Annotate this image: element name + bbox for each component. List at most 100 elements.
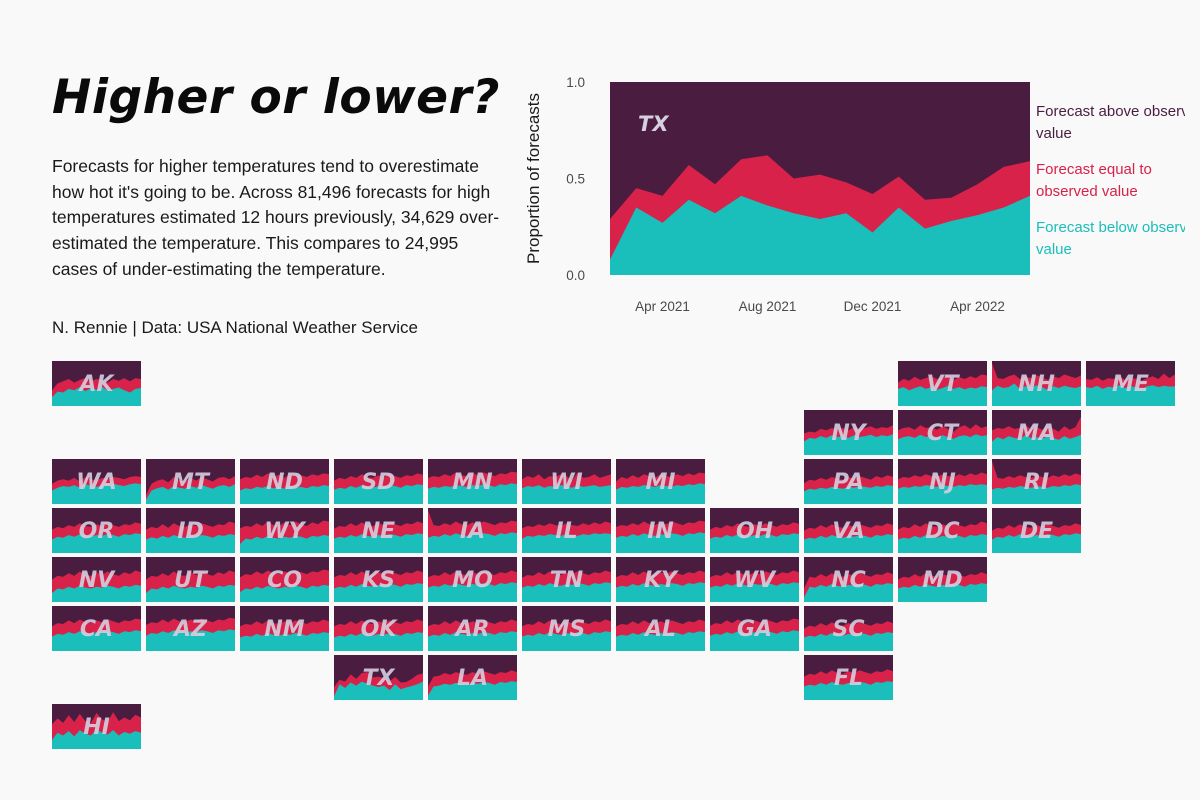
tile-area-below xyxy=(522,582,611,602)
tile-area-below xyxy=(146,629,235,651)
description: Forecasts for higher temperatures tend t… xyxy=(52,156,500,279)
tile-area-below xyxy=(804,434,893,455)
state-abbr-label: RI xyxy=(1024,470,1049,495)
state-tile-wa: WA xyxy=(52,459,141,504)
state-tile-mt: MT xyxy=(146,459,235,504)
legend-label-below: Forecast below observed xyxy=(1036,219,1185,236)
state-abbr-label: WA xyxy=(76,470,117,495)
state-abbr-label: NV xyxy=(79,568,116,593)
state-tile-chart: MD xyxy=(898,557,987,602)
state-abbr-label: MS xyxy=(548,617,586,642)
state-tile-chart: MA xyxy=(992,410,1081,455)
y-axis-label: Proportion of forecasts xyxy=(524,93,543,264)
state-tile-chart: IA xyxy=(428,508,517,553)
state-abbr-label: WV xyxy=(734,568,777,593)
state-tile-nd: ND xyxy=(240,459,329,504)
state-tile-chart: WY xyxy=(240,508,329,553)
state-abbr-label: LA xyxy=(457,666,488,691)
tile-area-below xyxy=(428,582,517,602)
tile-area-below xyxy=(240,632,329,651)
tile-area-below xyxy=(522,485,611,504)
state-abbr-label: NC xyxy=(831,568,866,593)
tile-area-below xyxy=(898,385,987,406)
state-tile-nv: NV xyxy=(52,557,141,602)
state-abbr-label: ID xyxy=(177,519,203,544)
state-abbr-label: VT xyxy=(926,372,960,397)
state-tile-chart: ND xyxy=(240,459,329,504)
state-tile-wy: WY xyxy=(240,508,329,553)
state-abbr-label: AL xyxy=(643,617,676,642)
state-tile-oh: OH xyxy=(710,508,799,553)
state-tile-chart: LA xyxy=(428,655,517,700)
x-tick-label: Apr 2021 xyxy=(635,299,690,314)
tile-area-below xyxy=(898,484,987,504)
state-tile-chart: MN xyxy=(428,459,517,504)
x-tick-label: Apr 2022 xyxy=(950,299,1005,314)
state-abbr-label: DC xyxy=(925,519,959,544)
state-tile-chart: OH xyxy=(710,508,799,553)
tile-area-below xyxy=(146,534,235,553)
state-abbr-label: SD xyxy=(361,470,395,495)
state-abbr-label: OK xyxy=(361,617,399,642)
state-tile-chart: TX xyxy=(334,655,423,700)
state-abbr-label: OH xyxy=(736,519,773,544)
state-abbr-label: CO xyxy=(267,568,302,593)
state-tile-chart: WI xyxy=(522,459,611,504)
state-tile-in: IN xyxy=(616,508,705,553)
state-tile-chart: AZ xyxy=(146,606,235,651)
state-tile-wv: WV xyxy=(710,557,799,602)
legend-label-equal-2: observed value xyxy=(1036,183,1138,200)
tile-area-below xyxy=(52,584,141,602)
state-tile-me: ME xyxy=(1086,361,1175,406)
state-tile-nm: NM xyxy=(240,606,329,651)
state-tile-chart: NC xyxy=(804,557,893,602)
state-tile-ct: CT xyxy=(898,410,987,455)
state-abbr-label: IN xyxy=(647,519,674,544)
tile-area-below xyxy=(898,434,987,455)
legend-label-above: Forecast above observed xyxy=(1036,103,1185,120)
state-tile-chart: OK xyxy=(334,606,423,651)
state-tile-chart: HI xyxy=(52,704,141,749)
state-abbr-label: MO xyxy=(452,568,493,593)
state-tile-ri: RI xyxy=(992,459,1081,504)
tile-area-below xyxy=(804,485,893,504)
tile-area-below xyxy=(52,533,141,553)
tile-area-below xyxy=(428,631,517,651)
tile-area-below xyxy=(1086,385,1175,406)
tile-area-below xyxy=(616,631,705,651)
state-tile-ks: KS xyxy=(334,557,423,602)
state-tile-chart: DE xyxy=(992,508,1081,553)
state-tile-chart: AK xyxy=(52,361,141,406)
state-tile-hi: HI xyxy=(52,704,141,749)
state-abbr-label: MN xyxy=(452,470,492,495)
state-abbr-label: NJ xyxy=(929,470,956,495)
state-tile-de: DE xyxy=(992,508,1081,553)
state-tile-ne: NE xyxy=(334,508,423,553)
area-below xyxy=(610,195,1030,275)
state-abbr-label: NY xyxy=(831,421,867,446)
state-tile-mo: MO xyxy=(428,557,517,602)
state-tile-chart: ME xyxy=(1086,361,1175,406)
state-abbr-label: WY xyxy=(264,519,306,544)
state-tile-mi: MI xyxy=(616,459,705,504)
state-abbr-label: SC xyxy=(833,617,865,642)
state-tile-sd: SD xyxy=(334,459,423,504)
state-abbr-label: WI xyxy=(550,470,582,495)
page-title: Higher or lower? xyxy=(52,70,500,125)
state-tile-chart: KY xyxy=(616,557,705,602)
tile-area-below xyxy=(52,483,141,504)
state-tile-chart: ID xyxy=(146,508,235,553)
tile-area-below xyxy=(804,583,893,602)
tile-area-below xyxy=(334,583,423,602)
state-abbr-label: FL xyxy=(834,666,863,691)
state-tile-ar: AR xyxy=(428,606,517,651)
state-tile-fl: FL xyxy=(804,655,893,700)
tile-area-below xyxy=(522,533,611,553)
tile-area-below xyxy=(522,631,611,651)
state-tile-ak: AK xyxy=(52,361,141,406)
tile-area-below xyxy=(616,532,705,553)
tile-area-below xyxy=(710,582,799,602)
state-tile-chart: NE xyxy=(334,508,423,553)
state-tile-dc: DC xyxy=(898,508,987,553)
tile-area-below xyxy=(334,484,423,504)
